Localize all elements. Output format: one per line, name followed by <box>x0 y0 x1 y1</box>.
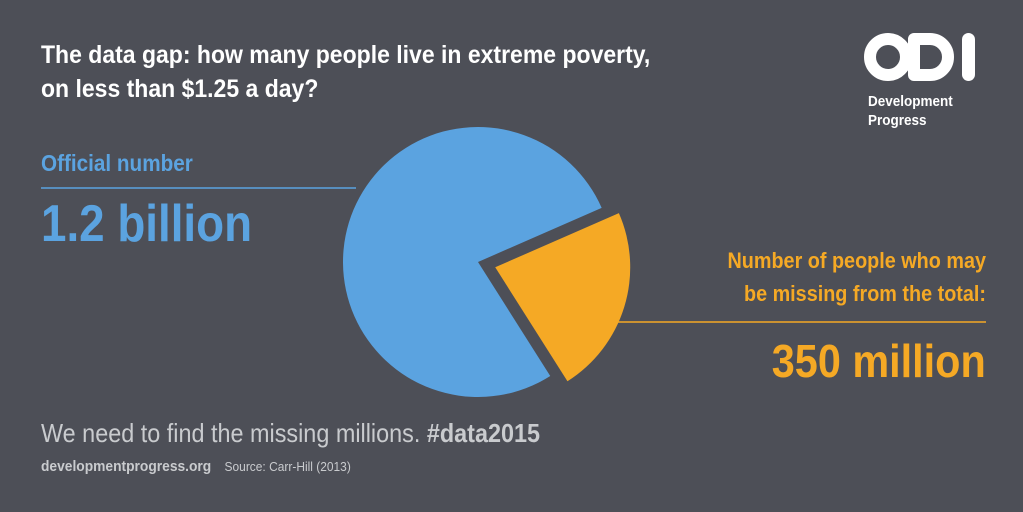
title-line-2: on less than $1.25 a day? <box>41 75 319 103</box>
odi-logo: Development Progress <box>864 30 984 140</box>
page-title: The data gap: how many people live in ex… <box>41 38 740 106</box>
official-number-value: 1.2 billion <box>41 195 253 253</box>
website-link[interactable]: developmentprogress.org <box>41 458 212 475</box>
missing-number-value: 350 million <box>772 335 986 387</box>
pie-slice-official <box>343 127 602 397</box>
logo-text: Development Progress <box>868 92 953 130</box>
odi-logo-icon <box>864 33 975 81</box>
pie-slice-missing <box>495 213 631 382</box>
missing-number-label: Number of people who may be missing from… <box>662 244 986 310</box>
logo-text-line-1: Development <box>868 93 953 110</box>
official-number-label: Official number <box>41 150 193 176</box>
tagline-text: We need to find the missing millions. <box>41 418 427 448</box>
tagline: We need to find the missing millions. #d… <box>41 418 540 449</box>
missing-label-line-2: be missing from the total: <box>743 281 986 306</box>
logo-text-line-2: Progress <box>868 112 927 129</box>
source-credit: Source: Carr-Hill (2013) <box>224 459 351 474</box>
hashtag: #data2015 <box>426 418 541 448</box>
missing-label-line-1: Number of people who may <box>727 248 986 273</box>
footer: developmentprogress.org Source: Carr-Hil… <box>41 458 351 476</box>
title-line-1: The data gap: how many people live in ex… <box>41 41 651 69</box>
